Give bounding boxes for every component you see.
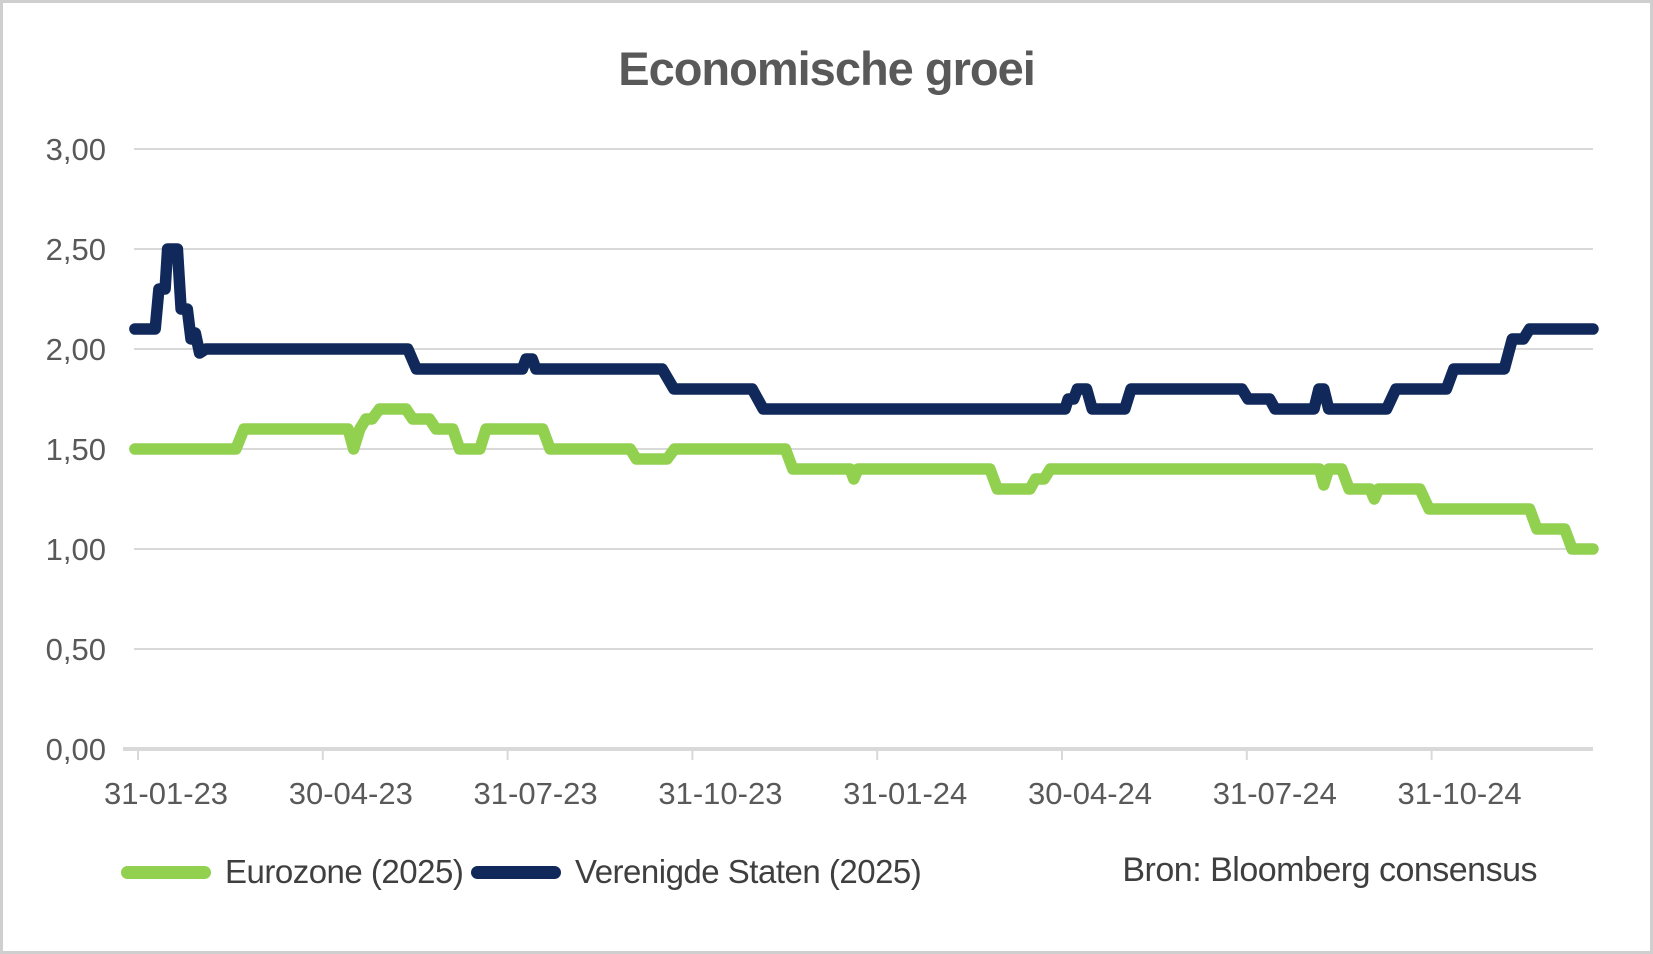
- y-axis-tick-label: 0,50: [46, 632, 106, 667]
- y-axis-tick-label: 1,50: [46, 432, 106, 467]
- x-axis-tick-label: 31-07-23: [474, 776, 598, 811]
- legend-label-eurozone: Eurozone (2025): [225, 853, 464, 890]
- series-line-eurozone: [129, 403, 1599, 555]
- legend-label-verenigde-staten: Verenigde Staten (2025): [575, 853, 922, 890]
- x-axis-tick-label: 30-04-24: [1028, 776, 1152, 811]
- x-axis-tick-label: 31-10-23: [658, 776, 782, 811]
- series-line-verenigde-staten: [129, 243, 1599, 415]
- eurozone-line-swatch-icon: [121, 865, 211, 879]
- y-axis-tick-label: 2,00: [46, 332, 106, 367]
- x-axis-tick-label: 30-04-23: [289, 776, 413, 811]
- y-axis-tick-label: 0,00: [46, 732, 106, 767]
- chart-title: Economische groei: [618, 42, 1036, 95]
- legend-item-eurozone: Eurozone (2025): [121, 853, 464, 891]
- x-axis-tick-label: 31-01-23: [104, 776, 228, 811]
- legend: Eurozone (2025) Verenigde Staten (2025) …: [3, 841, 1650, 915]
- y-axis-tick-label: 2,50: [46, 232, 106, 267]
- x-axis-tick-label: 31-01-24: [843, 776, 967, 811]
- us-line-swatch-icon: [471, 865, 561, 879]
- y-axis-tick-label: 1,00: [46, 532, 106, 567]
- source-note: Bron: Bloomberg consensus: [1122, 851, 1537, 889]
- y-axis-tick-label: 3,00: [46, 132, 106, 167]
- line-chart-plot: 3,00 2,50 2,00 1,50 1,00 0,50 0,00 31-01-23 30-0…: [46, 132, 1599, 811]
- x-axis-tick-label: 31-07-24: [1213, 776, 1337, 811]
- x-axis-tick-label: 31-10-24: [1398, 776, 1522, 811]
- legend-item-verenigde-staten: Verenigde Staten (2025): [471, 853, 922, 891]
